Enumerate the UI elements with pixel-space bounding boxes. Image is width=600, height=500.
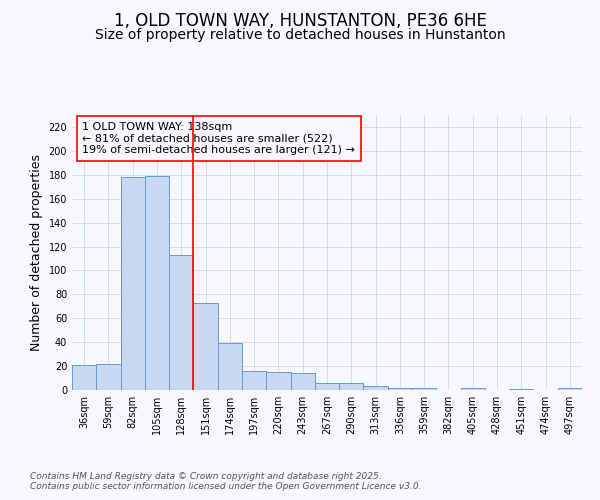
Bar [96, 364, 121, 390]
Text: Contains HM Land Registry data © Crown copyright and database right 2025.: Contains HM Land Registry data © Crown c… [30, 472, 382, 481]
Text: Size of property relative to detached houses in Hunstanton: Size of property relative to detached ho… [95, 28, 505, 42]
Bar [388, 388, 412, 390]
Bar [193, 302, 218, 390]
Bar [218, 344, 242, 390]
Bar [558, 388, 582, 390]
Bar [145, 176, 169, 390]
Text: 1, OLD TOWN WAY, HUNSTANTON, PE36 6HE: 1, OLD TOWN WAY, HUNSTANTON, PE36 6HE [113, 12, 487, 30]
Bar [169, 255, 193, 390]
Bar [72, 365, 96, 390]
Bar [412, 388, 436, 390]
Bar [315, 383, 339, 390]
Bar [461, 388, 485, 390]
Bar [509, 389, 533, 390]
Bar [339, 383, 364, 390]
Bar [121, 177, 145, 390]
Bar [290, 374, 315, 390]
Bar [364, 386, 388, 390]
Text: Contains public sector information licensed under the Open Government Licence v3: Contains public sector information licen… [30, 482, 421, 491]
Bar [266, 372, 290, 390]
Text: 1 OLD TOWN WAY: 138sqm
← 81% of detached houses are smaller (522)
19% of semi-de: 1 OLD TOWN WAY: 138sqm ← 81% of detached… [82, 122, 355, 155]
Bar [242, 371, 266, 390]
Y-axis label: Number of detached properties: Number of detached properties [30, 154, 43, 351]
